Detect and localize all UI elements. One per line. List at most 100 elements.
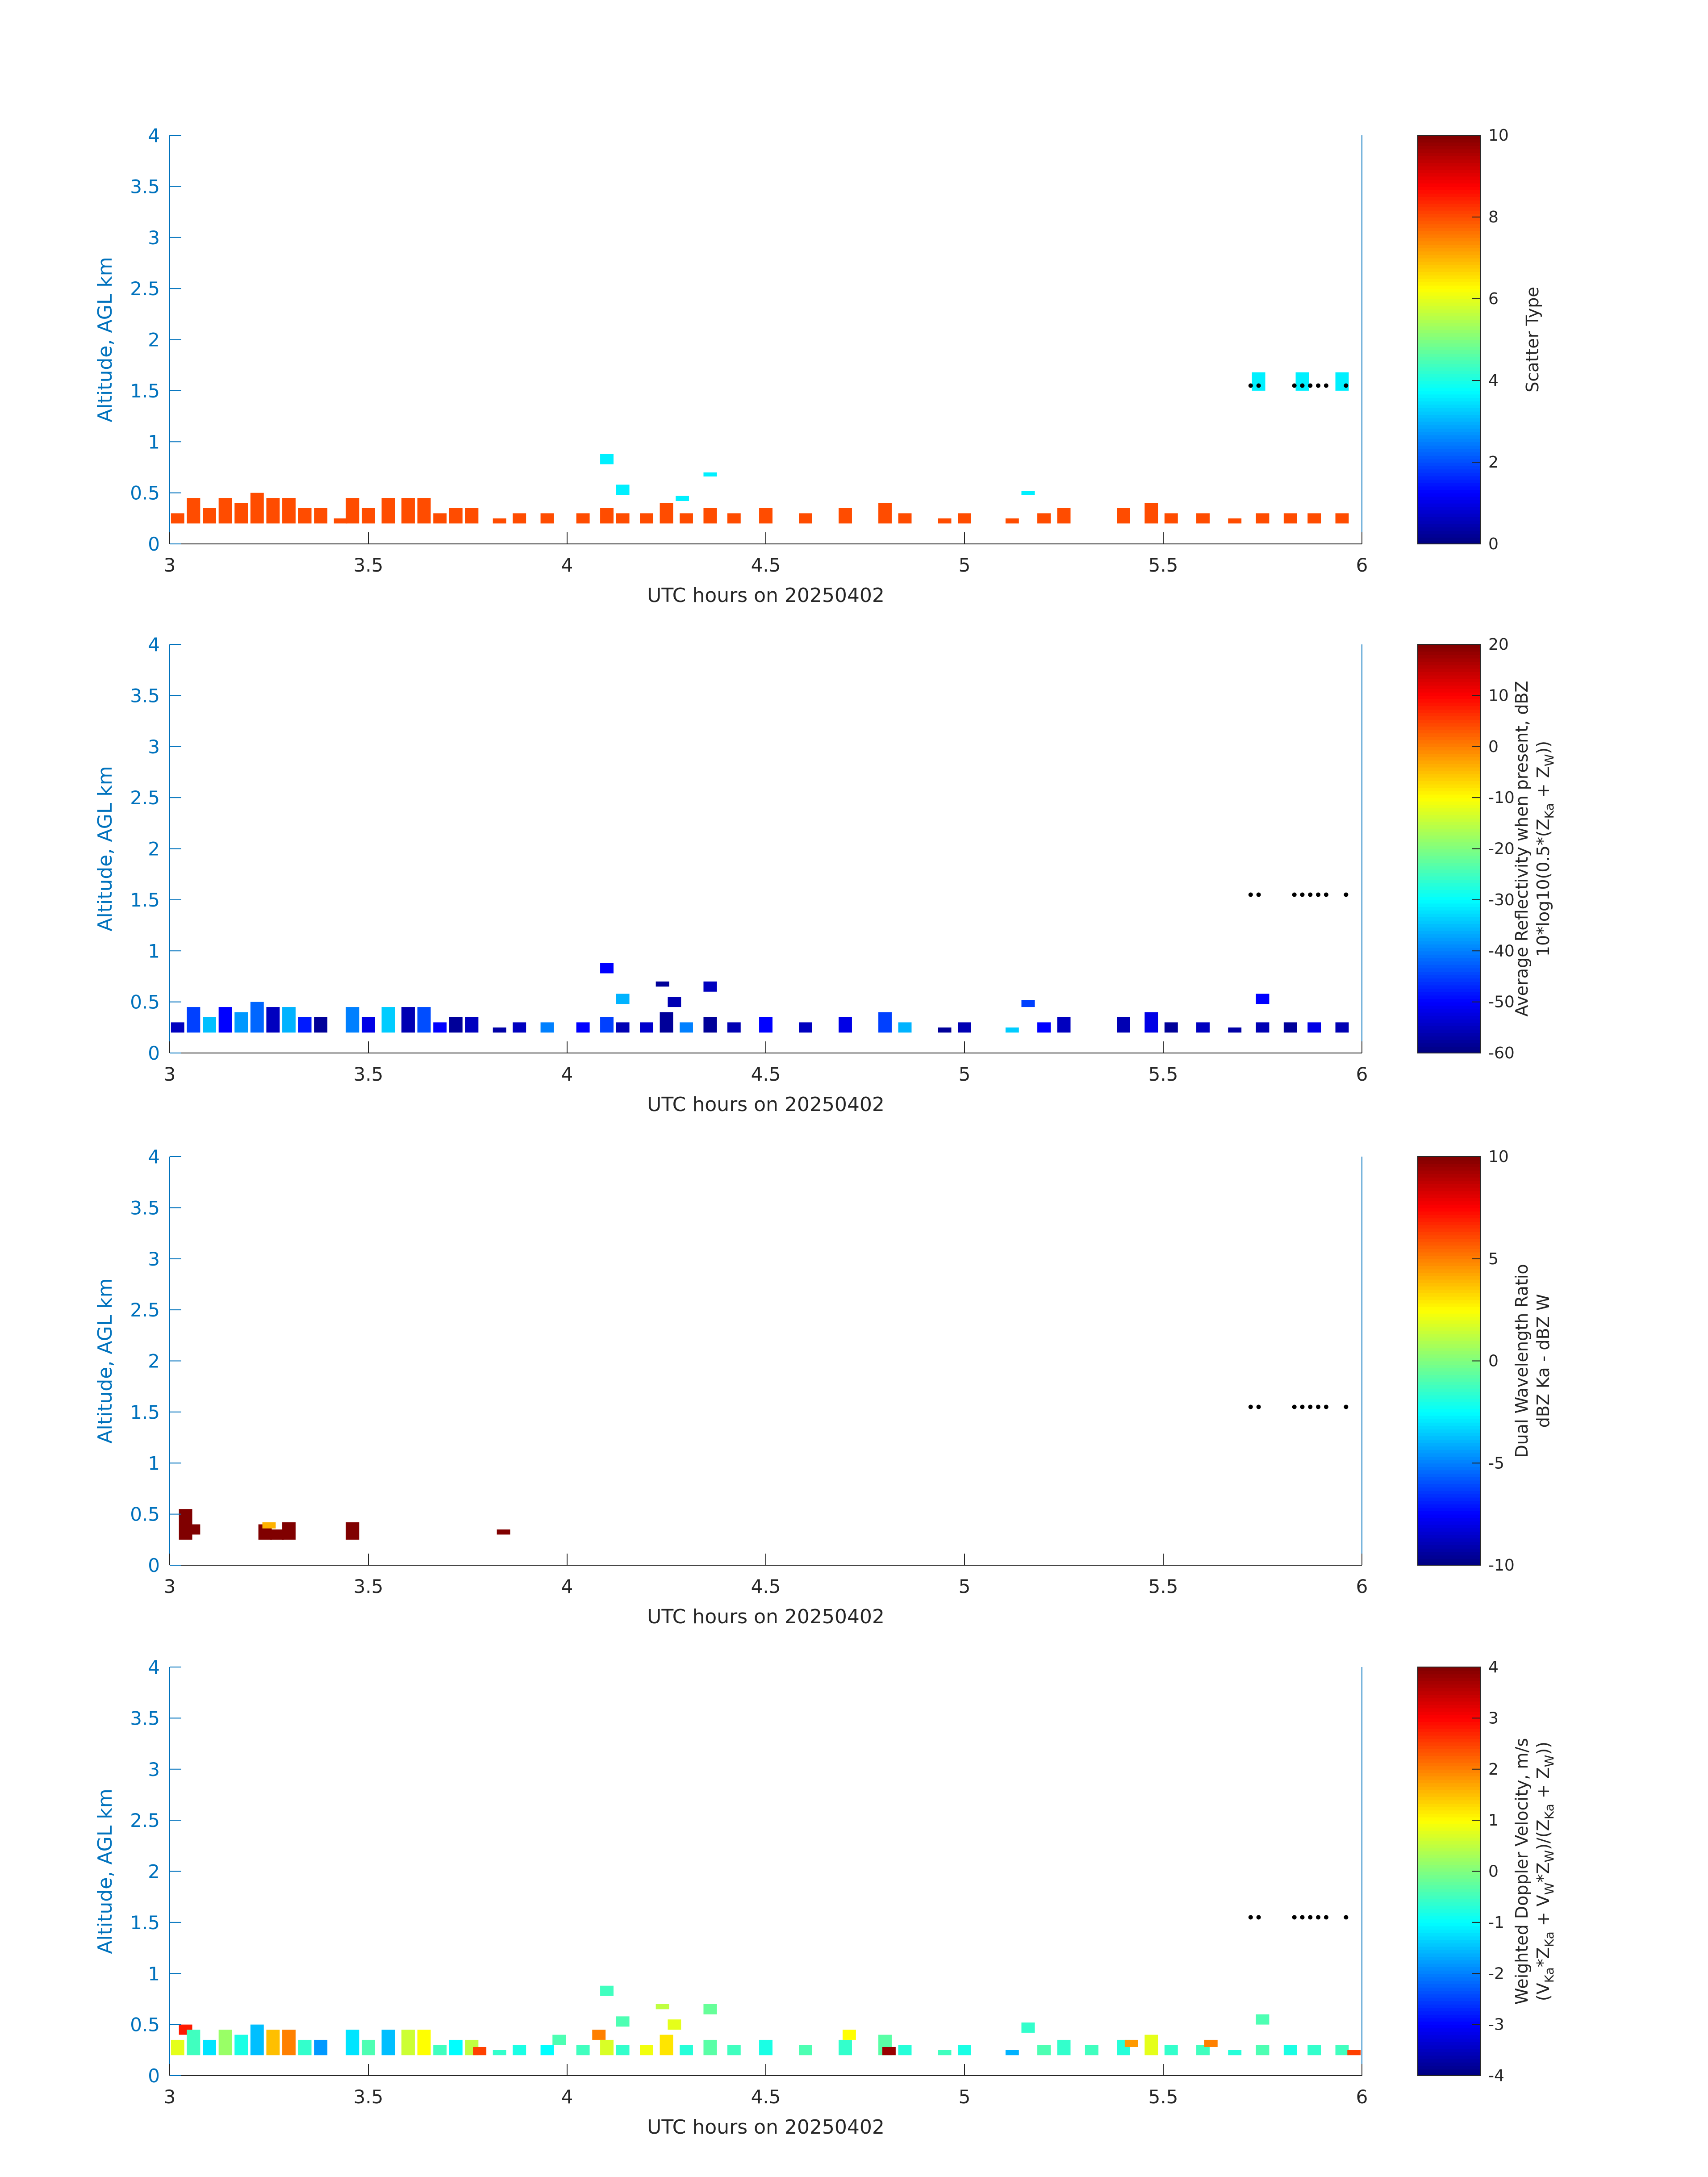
colorbar-swatch [1418, 1796, 1480, 1801]
colorbar-swatch [1418, 193, 1480, 197]
colorbar-swatch [1418, 723, 1480, 727]
heatmap-cell [1256, 2045, 1270, 2056]
heatmap-cell [513, 1022, 526, 1033]
colorbar-swatch [1418, 213, 1480, 217]
colorbar-swatch [1418, 1895, 1480, 1899]
colorbar-tick-label: 10 [1488, 1148, 1509, 1166]
x-tick-label: 3 [164, 554, 176, 576]
colorbar-swatch [1418, 506, 1480, 510]
colorbar-swatch [1418, 1725, 1480, 1729]
colorbar-swatch [1418, 138, 1480, 143]
colorbar-swatch [1418, 1687, 1480, 1692]
colorbar-tick-label: 1 [1488, 1811, 1499, 1830]
colorbar-swatch [1418, 1674, 1480, 1678]
y-tick-label: 0.5 [130, 482, 160, 504]
colorbar-swatch [1418, 937, 1480, 941]
heatmap-cell [282, 2030, 296, 2056]
colorbar-swatch [1418, 292, 1480, 296]
marker-dot [1292, 892, 1297, 897]
heatmap-cell [1256, 513, 1270, 524]
colorbar-swatch [1418, 1759, 1480, 1763]
colorbar-swatch [1418, 699, 1480, 703]
x-tick-label: 5.5 [1148, 1575, 1178, 1597]
colorbar-swatch [1418, 2007, 1480, 2012]
colorbar-swatch [1418, 251, 1480, 255]
heatmap-cell [1196, 2045, 1210, 2056]
y-tick-label: 3 [148, 736, 160, 758]
colorbar-swatch [1418, 1005, 1480, 1009]
colorbar-swatch [1418, 1384, 1480, 1389]
marker-dots [1248, 892, 1349, 897]
colorbar-swatch [1418, 951, 1480, 955]
colorbar-swatch [1418, 1323, 1480, 1328]
colorbar-swatch [1418, 1361, 1480, 1365]
colorbar-swatch [1418, 672, 1480, 676]
colorbar-swatch [1418, 339, 1480, 344]
heatmap-cell [680, 513, 693, 524]
colorbar-swatch [1418, 876, 1480, 880]
y-axis-label: Altitude, AGL km [94, 766, 117, 931]
colorbar-swatch [1418, 479, 1480, 483]
colorbar-tick-label: 4 [1488, 372, 1499, 390]
colorbar-swatch [1418, 135, 1480, 139]
colorbar-swatch [1418, 230, 1480, 235]
marker-dots [1248, 1915, 1349, 1920]
colorbar-swatch [1418, 227, 1480, 231]
colorbar-swatch [1418, 862, 1480, 866]
heatmap-cell [640, 1022, 653, 1033]
colorbar-swatch [1418, 1375, 1480, 1379]
colorbar-swatch [1418, 247, 1480, 252]
colorbar-tick-label: -3 [1488, 2016, 1504, 2034]
heatmap-cell [1283, 2045, 1297, 2056]
heatmap-cell [1347, 2050, 1361, 2056]
colorbar-swatch [1418, 668, 1480, 672]
heatmap-cell [703, 2004, 717, 2014]
colorbar-swatch [1418, 1258, 1480, 1263]
marker-dots [1248, 1404, 1349, 1409]
marker-dot [1324, 1915, 1328, 1920]
heatmap-cell [282, 498, 296, 524]
colorbar-swatch [1418, 1029, 1480, 1033]
colorbar-swatch [1418, 445, 1480, 449]
heatmap-cell [218, 1007, 232, 1033]
y-tick-label: 3.5 [130, 1707, 160, 1729]
colorbar-swatch [1418, 380, 1480, 384]
colorbar-swatch [1418, 275, 1480, 279]
colorbar-swatch [1418, 978, 1480, 982]
heatmap-cell [1037, 513, 1051, 524]
y-tick-label: 3.5 [130, 685, 160, 706]
colorbar-swatch [1418, 1704, 1480, 1709]
colorbar-swatch [1418, 145, 1480, 150]
colorbar-swatch [1418, 1772, 1480, 1776]
colorbar-swatch [1418, 981, 1480, 986]
colorbar-swatch [1418, 1429, 1480, 1433]
colorbar-swatch [1418, 1344, 1480, 1348]
colorbar-swatch [1418, 1201, 1480, 1205]
heatmap-cell [540, 1022, 554, 1033]
y-tick-label: 2 [148, 838, 160, 860]
colorbar-swatch [1418, 930, 1480, 935]
heatmap-cell [1335, 513, 1349, 524]
colorbar-swatch [1418, 207, 1480, 211]
colorbar-swatch [1418, 1545, 1480, 1549]
colorbar-swatch [1418, 1231, 1480, 1236]
colorbar-swatch [1418, 1432, 1480, 1437]
colorbar-swatch [1418, 944, 1480, 948]
colorbar-swatch [1418, 934, 1480, 938]
colorbar-swatch [1418, 1306, 1480, 1311]
colorbar-swatch [1418, 1497, 1480, 1501]
x-tick-label: 5 [959, 554, 971, 576]
heatmap-cell [1085, 2045, 1098, 2056]
colorbar-swatch [1418, 1714, 1480, 1719]
colorbar-swatch [1418, 2072, 1480, 2076]
colorbar-swatch [1418, 961, 1480, 965]
marker-dot [1324, 383, 1328, 388]
marker-dot [1292, 1404, 1297, 1409]
colorbar-tick-label: 3 [1488, 1709, 1499, 1727]
colorbar-swatch [1418, 1963, 1480, 1967]
colorbar-swatch [1418, 1313, 1480, 1317]
panel-reflectivity: 3 3.5 4 4.5 5 5.5 6 0 0.5 1 1.5 2 2.5 3 3.5 4 UTC hours … [94, 634, 1557, 1116]
colorbar-swatch [1418, 726, 1480, 730]
colorbar-swatch [1418, 719, 1480, 723]
heatmap-cell [1204, 2039, 1218, 2047]
